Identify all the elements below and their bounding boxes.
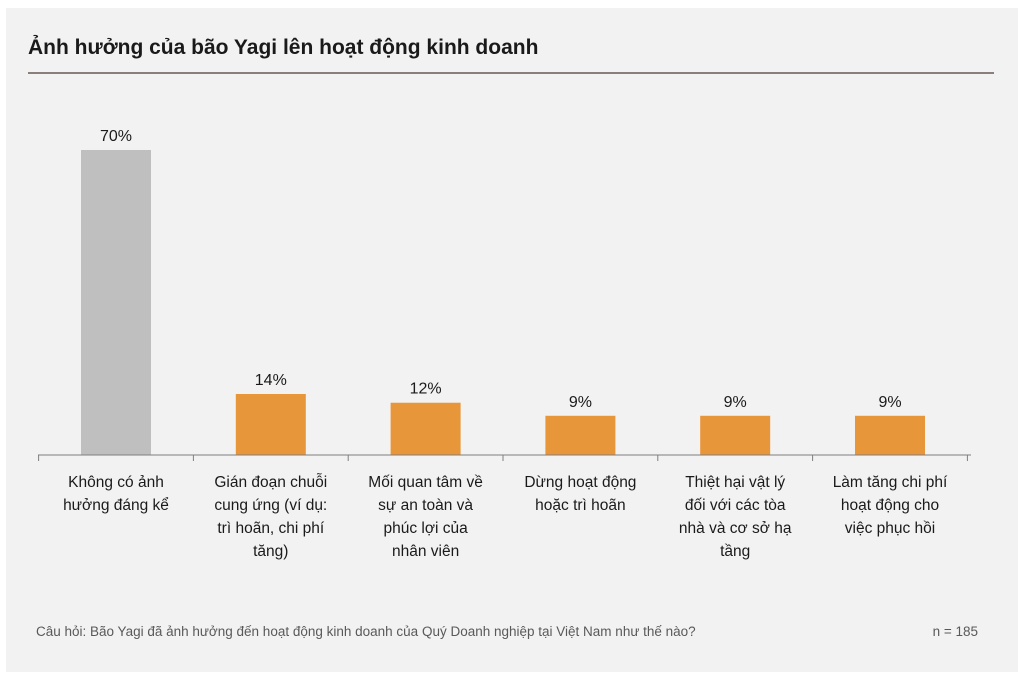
- data-label-3: 9%: [569, 394, 592, 411]
- bar-0: [81, 150, 151, 455]
- category-label-3: Dừng hoạt động hoặc trì hoãn: [524, 474, 636, 514]
- category-label-4: Thiệt hại vật lý đối với các tòa nhà và cơ…: [679, 474, 792, 560]
- bar-3: [545, 415, 616, 455]
- chart-title: Ảnh hưởng của bão Yagi lên hoạt động kin…: [28, 36, 539, 59]
- data-label-0: 70%: [100, 128, 132, 145]
- bar-1: [235, 394, 306, 455]
- bar-5: [855, 415, 925, 455]
- data-label-1: 14%: [255, 372, 287, 389]
- chart-card: [6, 8, 1018, 672]
- sample-size-label: n = 185: [932, 624, 978, 639]
- bar-4: [700, 415, 771, 455]
- title-divider: [28, 72, 994, 74]
- data-label-2: 12%: [410, 381, 442, 398]
- bar-2: [390, 402, 461, 455]
- data-label-5: 9%: [878, 394, 901, 411]
- category-label-2: Mối quan tâm về sự an toàn và phúc lợi của…: [368, 474, 483, 560]
- category-label-1: Gián đoạn chuỗi cung ứng (ví dụ: trì hoãn,…: [214, 474, 327, 560]
- survey-question-footnote: Câu hỏi: Bão Yagi đã ảnh hưởng đến hoạt …: [36, 624, 696, 639]
- category-label-5: Làm tăng chi phí hoạt động cho việc phục h…: [833, 474, 948, 537]
- category-label-0: Không có ảnh hưởng đáng kể: [63, 474, 169, 514]
- data-label-4: 9%: [724, 394, 747, 411]
